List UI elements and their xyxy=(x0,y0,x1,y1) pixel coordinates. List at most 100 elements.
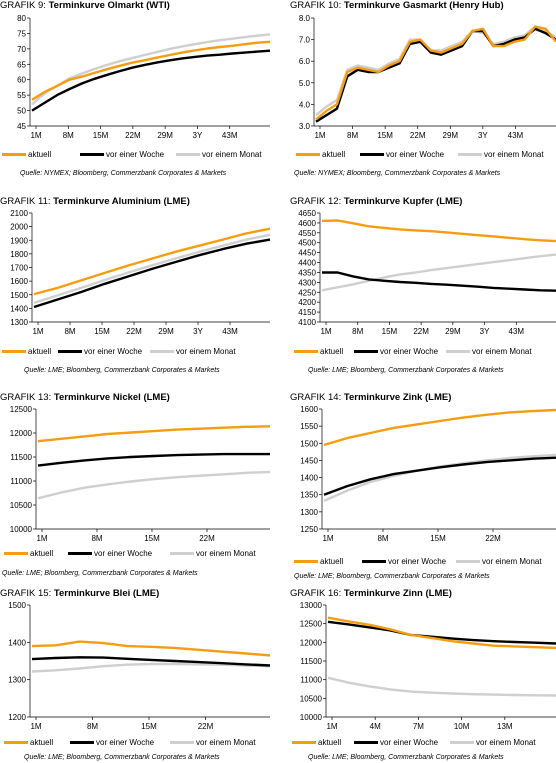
y-tick-label: 5.0 xyxy=(299,79,311,88)
legend-swatch-week xyxy=(354,350,378,354)
y-tick-label: 10000 xyxy=(300,713,323,722)
x-tick-label: 43M xyxy=(509,327,525,336)
x-tick-label: 29M xyxy=(445,327,461,336)
x-tick-label: 1M xyxy=(314,131,325,140)
chart-title: GRAFIK 12: Terminkurve Kupfer (LME) xyxy=(290,196,462,207)
y-tick-label: 50 xyxy=(17,107,26,116)
legend-week: vor einer Woche xyxy=(58,347,142,356)
x-tick-label: 15M xyxy=(93,131,109,140)
legend-label-month: vor einem Monat xyxy=(482,557,542,566)
chart-prefix: GRAFIK 13: xyxy=(0,392,52,403)
y-tick-label: 7.0 xyxy=(299,36,311,45)
x-tick-label: 1M xyxy=(30,722,41,731)
x-tick-label: 8M xyxy=(352,327,363,336)
legend-swatch-month xyxy=(170,741,194,745)
x-tick-label: 3Y xyxy=(193,131,203,140)
y-tick-label: 1400 xyxy=(300,474,318,483)
legend-label-aktuell: aktuell xyxy=(322,150,346,159)
y-tick-label: 3.0 xyxy=(299,122,311,131)
series-line-month xyxy=(327,676,556,697)
legend-label-aktuell: aktuell xyxy=(30,549,54,558)
y-tick-label: 8.0 xyxy=(299,14,311,23)
legend-week: vor einer Woche xyxy=(80,150,164,159)
y-tick-label: 1300 xyxy=(300,508,318,517)
legend-aktuell: aktuell xyxy=(4,738,53,747)
y-tick-label: 60 xyxy=(17,76,26,85)
x-tick-label: 22M xyxy=(485,534,501,543)
y-tick-label: 4550 xyxy=(298,229,316,238)
series-line-month xyxy=(37,470,271,500)
legend-week: vor einer Woche xyxy=(68,549,152,558)
legend-label-week: vor einer Woche xyxy=(84,347,143,356)
series-line-week xyxy=(31,656,271,667)
chart-title: GRAFIK 9: Terminkurve Olmarkt (WTI) xyxy=(0,0,170,11)
x-tick-label: 15M xyxy=(377,131,393,140)
series-line-week xyxy=(327,620,556,645)
y-tick-label: 12500 xyxy=(10,405,33,414)
y-tick-label: 10500 xyxy=(300,694,323,703)
chart-prefix: GRAFIK 14: xyxy=(290,392,342,403)
series-line-week xyxy=(323,456,556,496)
y-tick-label: 4600 xyxy=(298,219,316,228)
chart-source: Quelle: LME; Bloomberg, Commerzbank Corp… xyxy=(24,367,220,374)
y-tick-label: 11000 xyxy=(300,676,322,685)
legend-swatch-aktuell xyxy=(294,350,318,354)
legend-month: vor einem Monat xyxy=(170,738,256,747)
line-chart-henry-hub: 3.0 4.0 5.0 6.0 7.0 8.0 1M 8M 15M 22M 29M 3Y 43M xyxy=(299,14,556,140)
legend-swatch-aktuell xyxy=(4,552,28,556)
y-tick-label: 4300 xyxy=(298,278,316,287)
y-tick-label: 4650 xyxy=(298,209,316,218)
legend-aktuell: aktuell xyxy=(4,549,53,558)
legend-label-month: vor einem Monat xyxy=(196,738,256,747)
chart-prefix: GRAFIK 11: xyxy=(0,196,51,207)
legend-label-aktuell: aktuell xyxy=(320,557,344,566)
legend-label-week: vor einer Woche xyxy=(388,557,447,566)
y-tick-label: 4.0 xyxy=(299,100,311,109)
line-chart-zinn: 10000 10500 11000 11500 12000 12500 13000 1M 4M 7… xyxy=(300,601,556,731)
y-tick-label: 1600 xyxy=(10,277,28,286)
legend-label-aktuell: aktuell xyxy=(320,347,344,356)
chart-title: GRAFIK 10: Terminkurve Gasmarkt (Henry H… xyxy=(290,0,504,11)
series-line-week xyxy=(31,49,271,112)
chart-prefix: GRAFIK 16: xyxy=(290,588,342,599)
chart-prefix: GRAFIK 9: xyxy=(0,0,46,11)
x-tick-label: 22M xyxy=(125,131,141,140)
x-tick-label: 22M xyxy=(199,534,215,543)
x-tick-label: 15M xyxy=(382,327,398,336)
y-tick-label: 1600 xyxy=(300,405,318,414)
series-line-week xyxy=(37,452,270,467)
y-tick-label: 65 xyxy=(17,60,26,69)
y-tick-label: 4200 xyxy=(298,298,316,307)
y-tick-label: 1800 xyxy=(10,250,28,259)
chart-panel-blei: GRAFIK 15: Terminkurve Blei (LME) 1200 13… xyxy=(0,588,278,763)
x-tick-label: 8M xyxy=(347,131,358,140)
x-tick-label: 29M xyxy=(158,327,174,336)
legend-aktuell: aktuell xyxy=(296,150,345,159)
y-tick-label: 10000 xyxy=(10,525,33,534)
chart-prefix: GRAFIK 15: xyxy=(0,588,52,599)
x-tick-label: 8M xyxy=(377,534,388,543)
y-tick-label: 4400 xyxy=(298,259,316,268)
y-tick-label: 70 xyxy=(17,45,26,54)
series-line-aktuell xyxy=(31,640,271,657)
series-line-week xyxy=(33,238,271,309)
legend-label-aktuell: aktuell xyxy=(318,738,342,747)
chart-source: Quelle: LME; Bloomberg, Commerzbank Corp… xyxy=(294,573,490,580)
y-tick-label: 2100 xyxy=(10,209,28,218)
x-tick-label: 15M xyxy=(141,722,157,731)
y-tick-label: 11500 xyxy=(10,453,32,462)
legend-label-month: vor einem Monat xyxy=(176,347,236,356)
y-tick-label: 1400 xyxy=(10,304,28,313)
y-tick-label: 1200 xyxy=(8,713,26,722)
legend-label-aktuell: aktuell xyxy=(28,150,52,159)
line-chart-nickel: 10000 10500 11000 11500 12000 12500 1M 8M 15M 22M xyxy=(10,405,271,543)
legend-label-month: vor einem Monat xyxy=(196,549,256,558)
chart-title-text: Terminkurve Nickel (LME) xyxy=(53,392,170,403)
legend-swatch-aktuell xyxy=(292,741,316,745)
legend-label-week: vor einer Woche xyxy=(380,347,439,356)
x-tick-label: 1M xyxy=(32,327,43,336)
chart-source: Quelle: LME; Bloomberg, Commerzbank Corp… xyxy=(308,367,504,374)
legend-label-month: vor einem Monat xyxy=(484,150,544,159)
y-tick-label: 11500 xyxy=(300,657,322,666)
x-tick-label: 43M xyxy=(222,131,238,140)
